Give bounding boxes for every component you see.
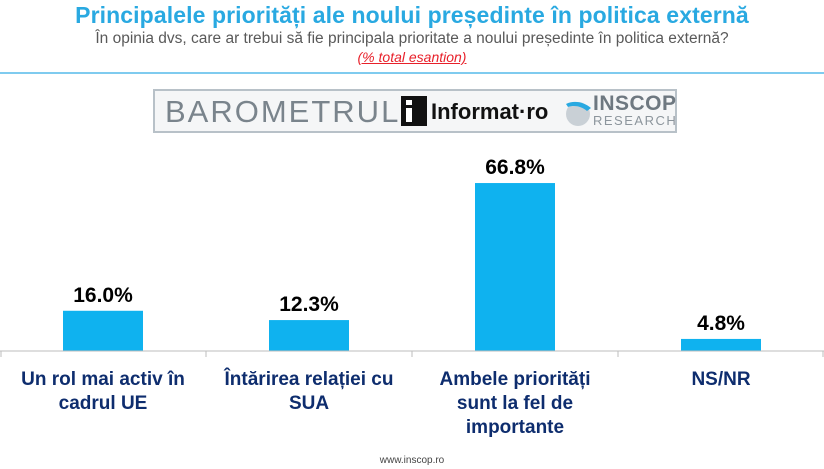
chart-title: Principalele priorități ale noului preșe…: [75, 2, 749, 28]
bar: [63, 310, 143, 351]
header-divider: [0, 72, 824, 74]
sample-note: (% total esantion): [357, 49, 467, 65]
category-label: Ambele priorități: [440, 369, 591, 390]
footer-url[interactable]: www.inscop.ro: [379, 455, 445, 466]
bar: [681, 338, 761, 351]
data-label: 4.8%: [697, 312, 745, 335]
brand-banner: BAROMETRUL Informat·ro INSCOP RESEARCH: [153, 89, 677, 133]
inscop-logo-icon: [566, 101, 591, 126]
data-label: 66.8%: [485, 156, 545, 179]
bar: [475, 183, 555, 351]
category-label: SUA: [289, 393, 329, 414]
informat-wordmark: Informat·ro: [431, 99, 549, 124]
category-label: Un rol mai activ în: [21, 369, 185, 390]
data-label: 16.0%: [73, 284, 133, 307]
chart-question: În opinia dvs, care ar trebui să fie pri…: [95, 30, 729, 47]
category-label: importante: [466, 417, 564, 438]
inscop-wordmark: INSCOP: [593, 92, 677, 115]
category-label: Întărirea relației cu: [224, 368, 394, 390]
informat-logo-icon: [401, 96, 427, 126]
bar: [269, 320, 349, 351]
research-wordmark: RESEARCH: [593, 113, 678, 128]
category-label: cadrul UE: [59, 393, 148, 414]
data-label: 12.3%: [279, 293, 339, 316]
category-label: sunt la fel de: [457, 393, 573, 414]
barometer-wordmark: BAROMETRUL: [165, 94, 401, 129]
category-label: NS/NR: [691, 369, 750, 390]
